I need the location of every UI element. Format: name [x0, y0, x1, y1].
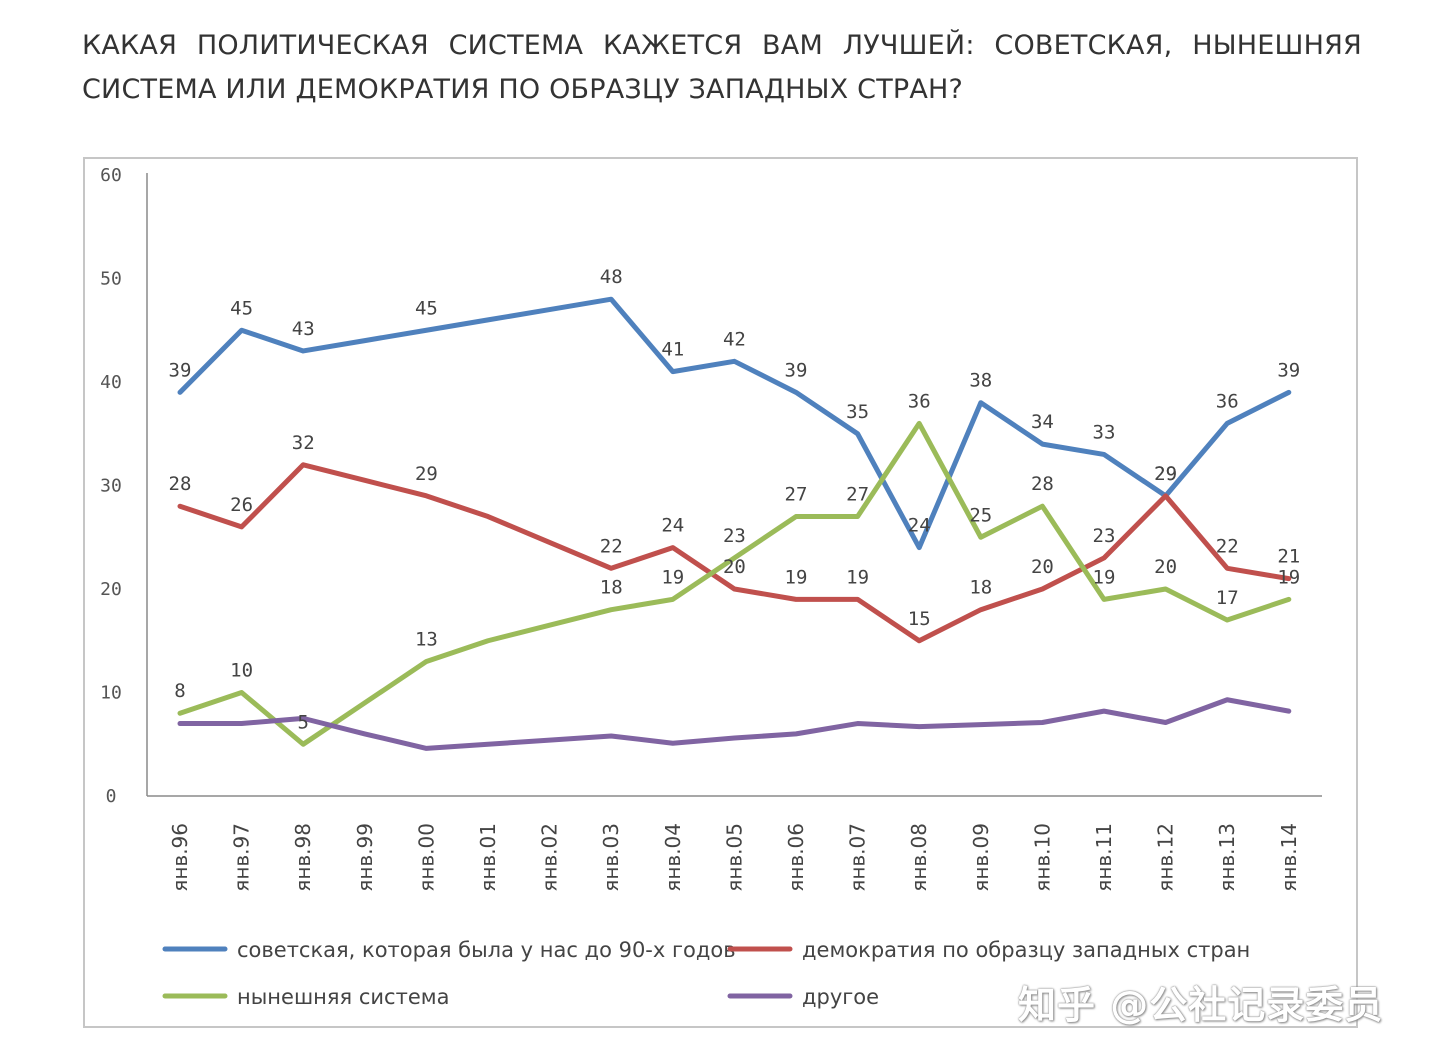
data-label: 39	[1277, 359, 1300, 381]
data-label: 45	[415, 297, 438, 319]
x-tick-label: янв.11	[1092, 823, 1116, 892]
data-label: 39	[169, 359, 192, 381]
series-line-4	[177, 697, 1292, 751]
data-label: 38	[969, 370, 992, 392]
legend-label: демократия по образцу западных стран	[802, 938, 1250, 962]
x-tick-label: янв.03	[599, 823, 623, 892]
data-label: 28	[1031, 473, 1054, 495]
legend-label: другое	[802, 985, 879, 1009]
data-label: 36	[1216, 390, 1239, 412]
data-label: 18	[600, 577, 623, 599]
y-tick-label: 20	[100, 579, 122, 600]
data-label: 27	[785, 484, 808, 506]
series-line-2	[177, 462, 1292, 644]
data-label: 26	[230, 494, 253, 516]
y-tick-label: 30	[100, 476, 122, 497]
data-label: 41	[661, 339, 684, 361]
data-label: 20	[1154, 556, 1177, 578]
data-label: 5	[297, 711, 308, 733]
data-label: 39	[785, 359, 808, 381]
data-label: 23	[1093, 525, 1116, 547]
page-title: КАКАЯ ПОЛИТИЧЕСКАЯ СИСТЕМА КАЖЕТСЯ ВАМ Л…	[82, 30, 1362, 105]
y-tick-label: 40	[100, 372, 122, 393]
data-label: 35	[846, 401, 869, 423]
line-chart: 0 10 20 30 40 50 60 янв.96 янв.97 янв.98 янв.99 янв…	[100, 165, 1322, 1009]
x-tick-label: янв.00	[414, 823, 438, 892]
x-tick-label: янв.98	[291, 823, 315, 892]
data-label: 19	[1093, 566, 1116, 588]
data-label: 29	[415, 463, 438, 485]
data-label: 29	[1154, 463, 1177, 485]
data-label: 19	[1277, 566, 1300, 588]
x-tick-label: янв.99	[353, 823, 377, 892]
x-tick-label: янв.01	[476, 823, 500, 892]
x-tick-label: янв.12	[1154, 823, 1178, 892]
data-label: 19	[785, 566, 808, 588]
data-label: 43	[292, 318, 315, 340]
data-label: 19	[846, 566, 869, 588]
x-tick-label: янв.08	[907, 823, 931, 892]
data-label: 23	[723, 525, 746, 547]
data-label: 33	[1093, 421, 1116, 443]
data-label: 17	[1216, 587, 1239, 609]
watermark: 知乎 @公社记录委员	[1018, 983, 1384, 1027]
legend-label: советская, которая была у нас до 90-х го…	[237, 938, 736, 962]
data-label: 34	[1031, 411, 1054, 433]
data-label: 42	[723, 328, 746, 350]
data-label: 22	[600, 535, 623, 557]
x-tick-label: янв.04	[661, 823, 685, 892]
x-tick-label: янв.97	[230, 823, 254, 892]
data-label: 13	[415, 628, 438, 650]
series-line-3	[177, 420, 1292, 747]
data-label: 36	[908, 390, 931, 412]
series-line-1	[177, 296, 1292, 551]
data-label: 27	[846, 484, 869, 506]
data-label: 48	[600, 266, 623, 288]
data-label: 45	[230, 297, 253, 319]
y-tick-label: 10	[100, 683, 122, 704]
data-label: 10	[230, 660, 253, 682]
data-label: 19	[661, 566, 684, 588]
data-label: 24	[908, 515, 931, 537]
x-tick-label: янв.13	[1215, 823, 1239, 892]
data-label: 15	[908, 608, 931, 630]
data-label: 20	[1031, 556, 1054, 578]
data-label: 21	[1277, 546, 1300, 568]
x-tick-label: янв.05	[722, 823, 746, 892]
x-tick-label: янв.96	[168, 823, 192, 892]
y-tick-label: 0	[106, 786, 117, 807]
data-label: 25	[969, 504, 992, 526]
data-label: 22	[1216, 535, 1239, 557]
chart-container: 0 10 20 30 40 50 60 янв.96 янв.97 янв.98 янв.99 янв…	[83, 157, 1358, 1028]
y-tick-label: 50	[100, 269, 122, 290]
data-label: 29	[1154, 463, 1177, 485]
x-tick-label: янв.10	[1030, 823, 1054, 892]
data-label: 32	[292, 432, 315, 454]
data-label: 24	[661, 515, 684, 537]
data-label: 28	[169, 473, 192, 495]
data-label: 20	[723, 556, 746, 578]
x-tick-label: янв.02	[538, 823, 562, 892]
x-tick-label: янв.09	[969, 823, 993, 892]
legend-label: нынешняя система	[237, 985, 449, 1009]
data-label: 18	[969, 577, 992, 599]
x-tick-label: янв.07	[846, 823, 870, 892]
x-tick-label: янв.14	[1277, 823, 1301, 892]
x-tick-label: янв.06	[784, 823, 808, 892]
data-label: 8	[174, 680, 185, 702]
y-tick-label: 60	[100, 165, 122, 186]
